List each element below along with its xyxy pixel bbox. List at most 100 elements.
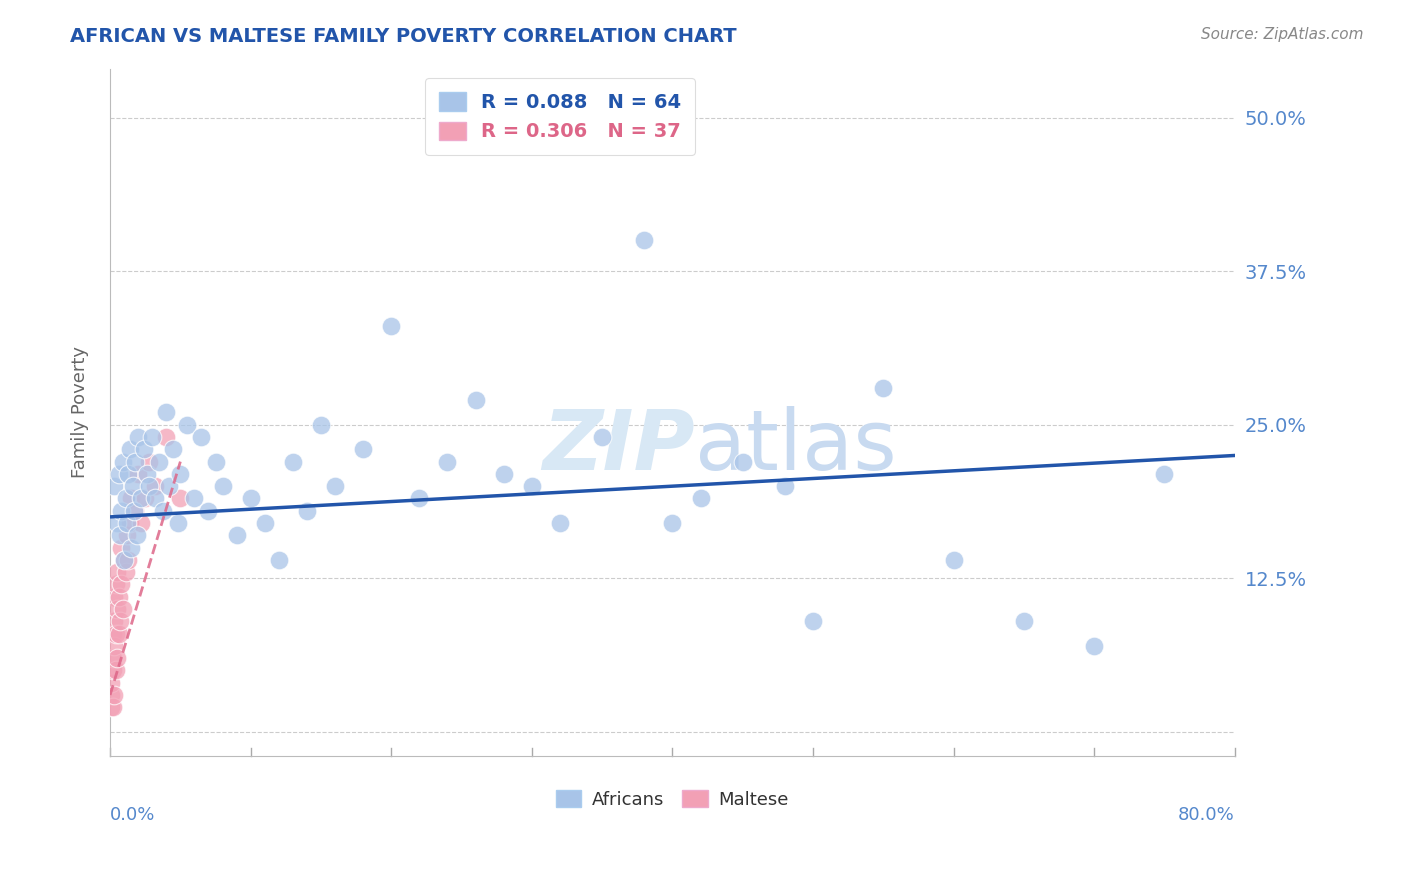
Point [267,553,290,567]
Point [281,454,304,468]
Point [138,454,160,468]
Point [105,516,128,530]
Point [108,615,131,629]
Point [104,626,127,640]
Point [197,504,219,518]
Point [436,454,458,468]
Point [111,454,134,468]
Text: ZIP: ZIP [543,407,695,487]
Point [100,688,122,702]
Point [352,442,374,457]
Point [107,626,129,640]
Point [211,479,233,493]
Point [1012,615,1035,629]
Text: AFRICAN VS MALTESE FAMILY POVERTY CORRELATION CHART: AFRICAN VS MALTESE FAMILY POVERTY CORREL… [70,27,737,45]
Point [105,565,128,579]
Point [135,467,157,481]
Point [323,479,346,493]
Point [633,234,655,248]
Point [380,319,402,334]
Point [520,479,543,493]
Point [100,675,122,690]
Point [101,700,124,714]
Point [801,615,824,629]
Point [103,639,125,653]
Point [169,467,191,481]
Point [117,553,139,567]
Point [1153,467,1175,481]
Point [1083,639,1105,653]
Point [107,467,129,481]
Point [117,467,139,481]
Point [155,405,177,419]
Point [114,565,136,579]
Point [105,602,128,616]
Point [134,491,156,506]
Point [162,442,184,457]
Point [103,479,125,493]
Point [548,516,571,530]
Point [464,393,486,408]
Text: 80.0%: 80.0% [1178,805,1234,823]
Point [190,430,212,444]
Point [129,516,152,530]
Point [138,479,160,493]
Point [492,467,515,481]
Point [155,430,177,444]
Point [111,602,134,616]
Point [103,615,125,629]
Point [105,651,128,665]
Point [115,528,138,542]
Point [101,626,124,640]
Point [121,479,143,493]
Point [132,442,155,457]
Point [143,491,166,506]
Text: 0.0%: 0.0% [110,805,156,823]
Point [689,491,711,506]
Point [100,700,122,714]
Point [118,516,141,530]
Point [124,454,146,468]
Point [408,491,430,506]
Point [141,430,163,444]
Point [872,381,894,395]
Point [108,528,131,542]
Point [103,590,125,604]
Point [942,553,965,567]
Point [120,491,142,506]
Text: atlas: atlas [695,407,897,487]
Point [110,541,132,555]
Point [112,553,135,567]
Point [225,528,247,542]
Point [107,590,129,604]
Text: Source: ZipAtlas.com: Source: ZipAtlas.com [1201,27,1364,42]
Point [127,467,149,481]
Point [122,504,145,518]
Point [157,479,180,493]
Point [166,516,188,530]
Point [110,504,132,518]
Point [110,577,132,591]
Point [129,491,152,506]
Point [169,491,191,506]
Point [104,664,127,678]
Point [101,664,124,678]
Point [773,479,796,493]
Point [239,491,262,506]
Legend: Africans, Maltese: Africans, Maltese [548,783,796,816]
Point [112,553,135,567]
Point [148,454,170,468]
Point [115,516,138,530]
Point [124,504,146,518]
Point [176,417,198,432]
Point [661,516,683,530]
Point [127,430,149,444]
Point [103,688,125,702]
Point [309,417,332,432]
Point [104,577,127,591]
Point [295,504,318,518]
Y-axis label: Family Poverty: Family Poverty [72,346,89,478]
Point [143,479,166,493]
Point [120,541,142,555]
Point [118,442,141,457]
